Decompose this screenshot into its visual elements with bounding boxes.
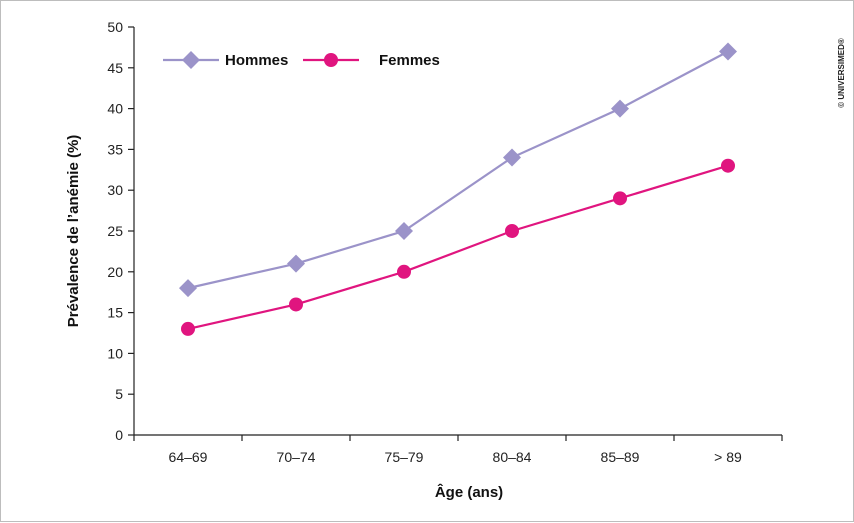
legend-marker-hommes (182, 51, 200, 69)
data-point-hommes (287, 254, 305, 273)
data-point-hommes (719, 42, 737, 61)
data-point-hommes (503, 148, 521, 167)
x-tick-label: 70–74 (277, 449, 316, 465)
y-axis-title: Prévalence de l’anémie (%) (65, 135, 82, 328)
data-point-femmes (289, 297, 303, 312)
data-point-femmes (613, 191, 627, 206)
y-tick-label: 0 (115, 427, 123, 443)
x-axis-title: Âge (ans) (435, 483, 503, 501)
copyright-notice: © UNIVERSIMED® (837, 38, 846, 108)
legend: Hommes Femmes (163, 51, 440, 69)
series-layer (179, 42, 737, 336)
legend-label-hommes: Hommes (225, 52, 288, 69)
axes: 0 5 10 15 20 25 30 35 40 45 50 64–69 70–74 75–79 80–84… (107, 19, 783, 465)
series-line-femmes (187, 164, 729, 330)
y-tick-label: 20 (107, 264, 123, 280)
data-point-hommes (179, 279, 197, 298)
data-point-femmes (397, 264, 411, 279)
y-tick-label: 15 (107, 305, 123, 321)
y-tick-label: 35 (107, 141, 123, 157)
legend-marker-femmes (324, 53, 338, 67)
legend-label-femmes: Femmes (379, 52, 440, 69)
y-tick-label: 50 (107, 19, 123, 35)
data-point-femmes (505, 224, 519, 238)
x-tick-label: 85–89 (601, 449, 640, 465)
y-tick-label: 45 (107, 60, 123, 76)
x-tick-label: 80–84 (493, 449, 532, 465)
data-point-femmes (181, 321, 195, 336)
y-tick-label: 25 (107, 223, 123, 239)
y-tick-label: 30 (107, 182, 123, 198)
y-tick-label: 10 (107, 345, 123, 361)
y-tick-label: 40 (107, 101, 123, 117)
y-tick-label: 5 (115, 386, 123, 402)
data-point-hommes (395, 222, 413, 240)
series-line-hommes (187, 50, 729, 290)
x-tick-label: > 89 (714, 449, 742, 465)
x-tick-label: 64–69 (169, 449, 208, 465)
data-point-femmes (721, 158, 735, 173)
x-tick-label: 75–79 (385, 449, 424, 465)
data-point-hommes (611, 99, 629, 118)
